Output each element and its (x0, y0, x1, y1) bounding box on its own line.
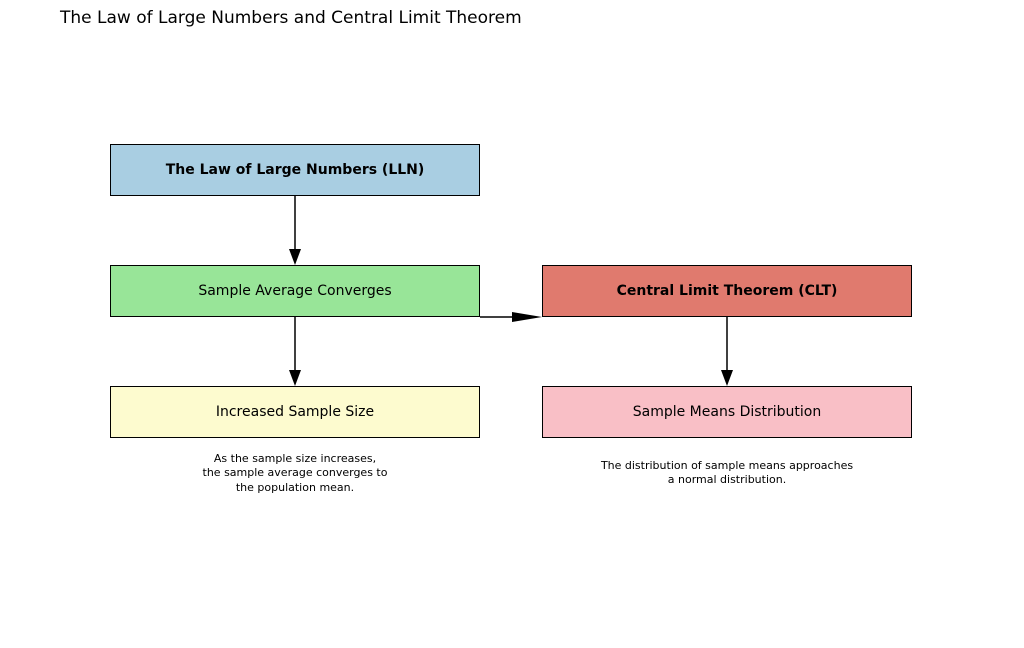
box-clt: Central Limit Theorem (CLT) (542, 265, 912, 317)
arrowhead-converges-to-clt (512, 312, 542, 322)
box-means-dist-label: Sample Means Distribution (633, 404, 822, 420)
arrowhead-converges-to-samplesize (289, 370, 301, 386)
arrowhead-clt-to-meansdist (721, 370, 733, 386)
arrowhead-lln-to-converges (289, 249, 301, 265)
box-converges-label: Sample Average Converges (198, 283, 391, 299)
diagram-stage: The Law of Large Numbers and Central Lim… (0, 0, 1024, 648)
caption-left: As the sample size increases, the sample… (115, 452, 475, 495)
box-lln-label: The Law of Large Numbers (LLN) (166, 162, 425, 178)
box-lln: The Law of Large Numbers (LLN) (110, 144, 480, 196)
box-sample-size: Increased Sample Size (110, 386, 480, 438)
box-means-dist: Sample Means Distribution (542, 386, 912, 438)
box-sample-size-label: Increased Sample Size (216, 404, 374, 420)
box-clt-label: Central Limit Theorem (CLT) (617, 283, 838, 299)
arrows-layer (0, 0, 1024, 648)
box-converges: Sample Average Converges (110, 265, 480, 317)
caption-right: The distribution of sample means approac… (517, 459, 937, 488)
page-title: The Law of Large Numbers and Central Lim… (60, 8, 522, 28)
